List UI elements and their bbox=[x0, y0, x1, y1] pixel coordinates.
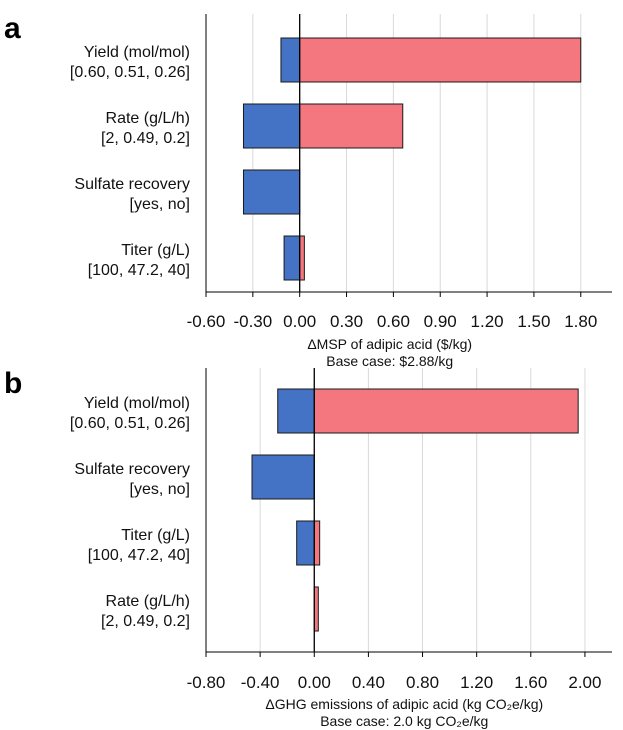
x-tick-label: 1.60 bbox=[514, 673, 547, 692]
category-range-label: [yes, no] bbox=[130, 196, 190, 213]
panel-b: b Yield (mol/mol) [0.60, 0.51, 0.26] Sulfat… bbox=[4, 367, 612, 729]
category-range-label: [0.60, 0.51, 0.26] bbox=[70, 64, 190, 81]
bar-high bbox=[299, 37, 582, 83]
panel-letter: a bbox=[4, 12, 21, 45]
x-tick-label: 1.20 bbox=[471, 312, 504, 331]
category-range-label: [2, 0.49, 0.2] bbox=[101, 613, 190, 630]
bar-high bbox=[313, 388, 579, 434]
category-label: Yield (mol/mol) bbox=[84, 395, 190, 412]
bar-low bbox=[277, 388, 315, 434]
category-range-label: [0.60, 0.51, 0.26] bbox=[70, 415, 190, 432]
x-tick-label: 0.00 bbox=[283, 312, 316, 331]
panel-letter: b bbox=[4, 367, 22, 400]
x-axis-title: ΔGHG emissions of adipic acid (kg CO₂e/k… bbox=[265, 696, 543, 712]
x-tick-label: 1.50 bbox=[517, 312, 550, 331]
bar-low bbox=[283, 235, 301, 281]
bar-low bbox=[251, 454, 315, 500]
x-tick-label: 0.90 bbox=[424, 312, 457, 331]
x-tick-label: -0.40 bbox=[241, 673, 280, 692]
x-tick-label: 2.00 bbox=[568, 673, 601, 692]
category-range-label: [100, 47.2, 40] bbox=[88, 262, 190, 279]
x-tick-label: 1.20 bbox=[460, 673, 493, 692]
bar-high bbox=[299, 103, 404, 149]
x-tick-label: 0.40 bbox=[352, 673, 385, 692]
base-case-note: Base case: 2.0 kg CO₂e/kg bbox=[320, 713, 488, 729]
x-axis-title: ΔMSP of adipic acid ($/kg) bbox=[307, 336, 472, 352]
bar-low bbox=[296, 520, 315, 566]
x-tick-label: 0.60 bbox=[377, 312, 410, 331]
category-range-label: [yes, no] bbox=[130, 481, 190, 498]
category-label: Rate (g/L/h) bbox=[106, 110, 190, 127]
bar-high bbox=[299, 235, 305, 281]
category-range-label: [2, 0.49, 0.2] bbox=[101, 130, 190, 147]
category-range-label: [100, 47.2, 40] bbox=[88, 547, 190, 564]
category-label: Sulfate recovery bbox=[74, 176, 190, 193]
base-case-note: Base case: $2.88/kg bbox=[326, 353, 453, 369]
panel-a: a Yield (mol/mol) [0.60, 0.51, 0.26] Rate (… bbox=[4, 12, 612, 369]
bar-high bbox=[313, 520, 321, 566]
x-tick-label: 0.30 bbox=[330, 312, 363, 331]
category-label: Yield (mol/mol) bbox=[84, 44, 190, 61]
category-label: Rate (g/L/h) bbox=[106, 593, 190, 610]
bar-low bbox=[242, 169, 301, 215]
bar-low bbox=[242, 103, 301, 149]
x-tick-label: 1.80 bbox=[564, 312, 597, 331]
x-tick-label: -0.80 bbox=[187, 673, 226, 692]
x-tick-label: 0.80 bbox=[406, 673, 439, 692]
category-label: Sulfate recovery bbox=[74, 461, 190, 478]
category-label: Titer (g/L) bbox=[121, 527, 190, 544]
bar-low bbox=[280, 37, 301, 83]
x-tick-label: 0.00 bbox=[298, 673, 331, 692]
x-tick-label: -0.60 bbox=[187, 312, 226, 331]
category-label: Titer (g/L) bbox=[121, 242, 190, 259]
x-tick-label: -0.30 bbox=[233, 312, 272, 331]
